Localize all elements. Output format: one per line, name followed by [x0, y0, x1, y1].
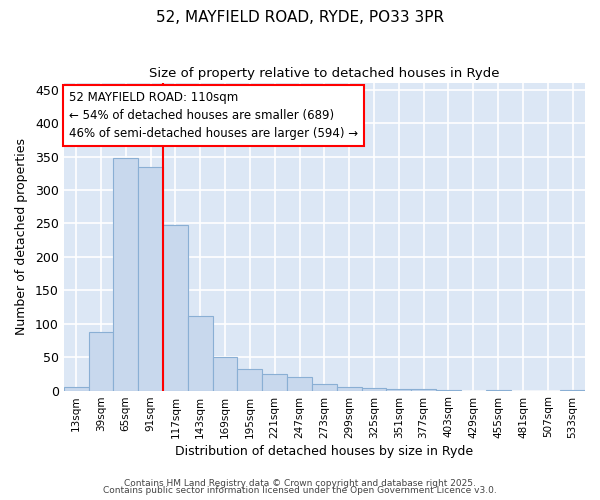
Bar	[138, 166, 163, 390]
Bar	[312, 384, 337, 390]
Bar	[362, 388, 386, 390]
Bar	[64, 387, 89, 390]
Y-axis label: Number of detached properties: Number of detached properties	[15, 138, 28, 336]
Title: Size of property relative to detached houses in Ryde: Size of property relative to detached ho…	[149, 68, 500, 80]
Bar	[337, 387, 362, 390]
Bar	[262, 374, 287, 390]
Bar	[188, 316, 212, 390]
Text: 52 MAYFIELD ROAD: 110sqm
← 54% of detached houses are smaller (689)
46% of semi-: 52 MAYFIELD ROAD: 110sqm ← 54% of detach…	[69, 90, 358, 140]
Bar	[411, 389, 436, 390]
Text: 52, MAYFIELD ROAD, RYDE, PO33 3PR: 52, MAYFIELD ROAD, RYDE, PO33 3PR	[156, 10, 444, 25]
Bar	[212, 357, 238, 390]
Text: Contains HM Land Registry data © Crown copyright and database right 2025.: Contains HM Land Registry data © Crown c…	[124, 478, 476, 488]
Bar	[287, 377, 312, 390]
Bar	[89, 332, 113, 390]
Bar	[386, 388, 411, 390]
Bar	[238, 369, 262, 390]
Bar	[163, 226, 188, 390]
Text: Contains public sector information licensed under the Open Government Licence v3: Contains public sector information licen…	[103, 486, 497, 495]
Bar	[113, 158, 138, 390]
X-axis label: Distribution of detached houses by size in Ryde: Distribution of detached houses by size …	[175, 444, 473, 458]
